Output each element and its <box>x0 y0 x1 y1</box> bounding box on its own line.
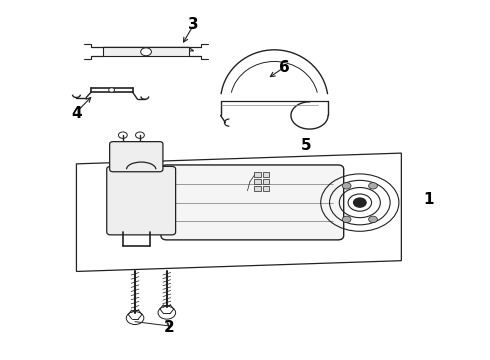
Circle shape <box>342 216 351 222</box>
Bar <box>254 172 261 177</box>
FancyBboxPatch shape <box>107 166 175 235</box>
Polygon shape <box>103 47 189 56</box>
Polygon shape <box>103 47 194 51</box>
FancyBboxPatch shape <box>161 165 343 240</box>
Bar <box>263 186 270 192</box>
Bar <box>254 186 261 192</box>
Circle shape <box>109 88 115 92</box>
Bar <box>263 179 270 184</box>
Text: 5: 5 <box>301 139 311 153</box>
Text: 2: 2 <box>164 320 174 334</box>
Circle shape <box>368 183 377 189</box>
Circle shape <box>368 216 377 222</box>
Circle shape <box>353 198 366 207</box>
Text: 6: 6 <box>279 59 290 75</box>
FancyBboxPatch shape <box>110 141 163 172</box>
Bar <box>263 172 270 177</box>
Bar <box>254 179 261 184</box>
Text: 4: 4 <box>71 106 82 121</box>
Circle shape <box>342 183 351 189</box>
Circle shape <box>141 48 151 56</box>
Text: 1: 1 <box>423 192 434 207</box>
Text: 3: 3 <box>188 17 199 32</box>
